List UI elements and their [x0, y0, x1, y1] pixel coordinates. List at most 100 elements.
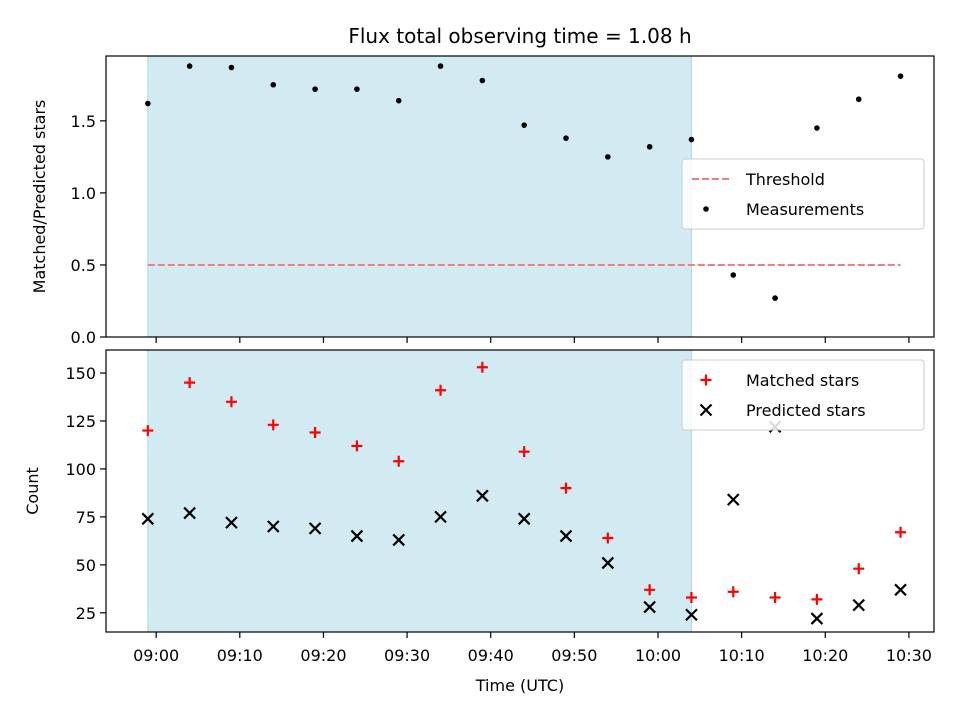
data-point [521, 122, 527, 128]
data-point [730, 272, 737, 278]
flux-ratio-panel: 0.0 0.5 1.0 1.5 Matched/Predicted stars Thres… [30, 55, 935, 347]
legend-swatch [700, 374, 712, 386]
data-point [852, 598, 866, 612]
y-tick-label: 50 [76, 556, 96, 575]
y-axis-label: Count [23, 467, 42, 515]
data-point [644, 584, 656, 596]
data-point [559, 529, 573, 543]
y-axis-label: Matched/Predicted stars [30, 100, 49, 294]
plot-frame [105, 55, 935, 338]
x-tick-label: 09:40 [468, 646, 514, 665]
x-tick-label: 10:00 [635, 646, 681, 665]
data-point [479, 77, 486, 84]
y-tick-label: 125 [65, 412, 96, 431]
x-tick-label: 09:20 [300, 646, 346, 665]
data-point [308, 522, 322, 535]
legend-entry: Matched stars [746, 371, 859, 390]
legend: Matched stars Predicted stars [681, 359, 925, 431]
data-point [312, 86, 318, 92]
x-tick-label: 09:50 [551, 646, 597, 665]
data-point [435, 384, 447, 396]
data-point [646, 143, 653, 150]
x-tick-label: 10:20 [802, 646, 848, 665]
data-point [350, 529, 364, 543]
data-point [395, 97, 402, 104]
data-point [184, 377, 196, 389]
data-point [685, 608, 698, 622]
data-point [601, 556, 615, 570]
data-point [810, 612, 824, 625]
observing-window-band [147, 56, 692, 337]
data-point [897, 73, 904, 79]
y-tick-label: 1.0 [71, 184, 96, 203]
data-point [811, 593, 823, 605]
x-tick-label: 09:10 [217, 646, 263, 665]
data-point [518, 446, 530, 458]
data-point [563, 135, 569, 141]
series-matched-stars [142, 361, 907, 605]
data-point [814, 125, 820, 131]
y-tick-label: 0.5 [71, 256, 96, 275]
x-tick-label: 09:30 [384, 646, 430, 665]
x-tick-label: 10:30 [886, 646, 932, 665]
data-point [141, 512, 155, 526]
data-point [267, 419, 279, 431]
data-point [602, 532, 614, 544]
data-point [266, 520, 280, 533]
legend-entry: Measurements [746, 200, 864, 219]
data-point [894, 583, 907, 597]
x-tick-label: 09:00 [133, 646, 179, 665]
observing-window-band [147, 350, 692, 632]
y-tick-label: 100 [65, 460, 96, 479]
data-point [727, 586, 739, 598]
legend-swatch [703, 206, 709, 212]
data-point [183, 506, 196, 520]
legend-swatch [699, 403, 713, 417]
x-tick-label: 10:10 [719, 646, 765, 665]
data-point [351, 440, 363, 452]
data-point [772, 295, 778, 301]
data-point [517, 512, 531, 526]
data-point [769, 591, 781, 603]
chart-title: Flux total observing time = 1.08 h [348, 24, 691, 48]
data-point [688, 136, 695, 143]
data-point [145, 100, 151, 107]
data-point [392, 533, 406, 547]
y-tick-label: 75 [76, 508, 96, 527]
y-tick-label: 150 [65, 364, 96, 383]
data-point [225, 516, 238, 529]
y-tick-label: 1.5 [71, 112, 96, 131]
data-point [476, 361, 488, 373]
series-measurements [145, 63, 904, 301]
star-count-panel: 25 50 75 100 125 150 09:00 09:10 09:20 09:30 09:40… [23, 349, 935, 665]
data-point [225, 396, 237, 408]
data-point [270, 82, 277, 88]
data-point [643, 600, 656, 614]
data-point [476, 489, 489, 503]
data-point [228, 64, 235, 71]
legend-box [681, 359, 925, 431]
data-point [560, 482, 572, 494]
data-point [726, 493, 740, 506]
data-point [685, 591, 697, 603]
data-point [605, 154, 611, 160]
data-point [895, 526, 907, 538]
y-tick-label: 0.0 [71, 328, 96, 347]
plot-frame [105, 349, 935, 633]
x-axis-label: Time (UTC) [475, 676, 564, 695]
data-point [142, 425, 154, 437]
data-point [437, 63, 444, 69]
legend-entry: Predicted stars [746, 401, 866, 420]
data-point [186, 63, 193, 69]
data-point [855, 96, 862, 103]
legend-box [681, 158, 925, 230]
legend: Threshold Measurements [681, 158, 925, 230]
data-point [853, 563, 865, 575]
data-point [309, 426, 321, 438]
data-point [434, 510, 447, 524]
data-point [354, 86, 360, 92]
y-tick-label: 25 [76, 604, 96, 623]
data-point [393, 455, 405, 467]
legend-entry: Threshold [745, 170, 825, 189]
